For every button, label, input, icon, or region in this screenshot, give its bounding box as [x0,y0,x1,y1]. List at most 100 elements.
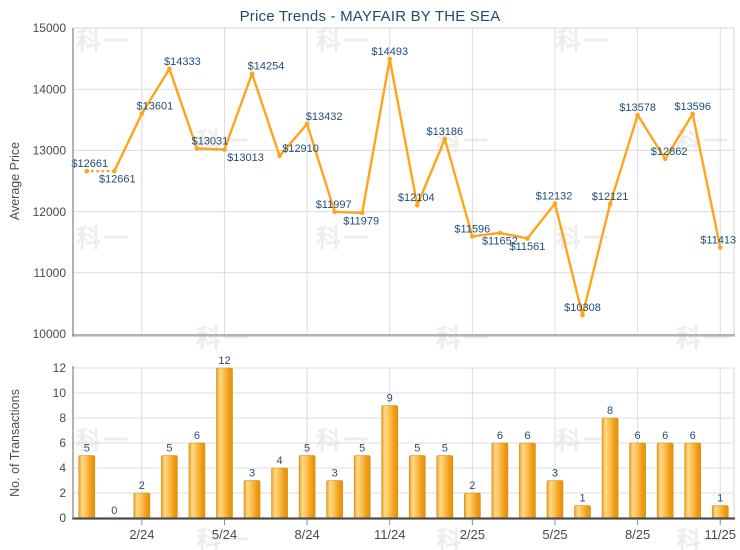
price-series-line [113,57,722,317]
data-point-marker [635,112,640,118]
data-point-marker [387,56,393,62]
data-point-label: $14254 [248,61,285,73]
data-point-marker [249,71,255,76]
data-point-marker [470,234,475,239]
x-tick-label: 11/24 [374,527,406,542]
transaction-bar [243,480,261,519]
bar-value-label: 5 [304,443,310,455]
data-point-label: $10308 [564,302,601,314]
y-tick-label: 13000 [33,144,67,158]
data-point-marker [332,209,337,215]
y-tick-label: 15000 [33,21,67,35]
x-tick-label: 2/24 [129,527,154,542]
data-point-label: $12121 [592,191,629,203]
bar-value-label: 3 [249,468,255,480]
data-point-label: $13578 [619,102,656,114]
y-tick-label: 12 [53,361,67,375]
data-point-marker [84,168,90,174]
data-point-marker [690,111,695,117]
data-point-label: $13432 [306,111,343,123]
bar-value-label: 5 [84,443,90,455]
bar-value-label: 6 [635,430,641,442]
data-point-label: $13186 [426,126,463,138]
bar-value-label: 1 [579,493,585,505]
transaction-bar [464,492,481,519]
transaction-bar [408,455,426,519]
bar-value-label: 6 [690,430,696,442]
transaction-bar [216,367,233,519]
transaction-bar [519,442,536,519]
transaction-bar [574,505,591,519]
transaction-bar [546,480,564,519]
data-point-label: $11997 [316,199,352,211]
y-tick-label: 11000 [34,266,67,280]
x-tick-label: 8/24 [294,527,319,542]
bar-value-label: 0 [111,505,117,517]
x-tick-label: 11/25 [704,527,736,542]
y-tick-label: 4 [59,461,66,475]
data-point-marker [359,210,365,216]
data-point-label: $13596 [674,101,711,113]
data-point-marker [717,245,723,250]
bar-value-label: 2 [139,480,145,492]
chart-title: Price Trends - MAYFAIR BY THE SEA [239,8,501,25]
price-x-axis-line [72,334,735,337]
data-point-label: $11561 [509,241,545,253]
bar-value-label: 1 [717,493,723,505]
y-tick-label: 8 [59,411,66,425]
data-point-label: $12910 [282,143,319,155]
data-point-label: $14333 [164,56,201,68]
bar-value-label: 3 [552,468,558,480]
transaction-bar [271,467,288,519]
data-point-label: $12132 [536,191,573,203]
bar-value-label: 4 [277,455,283,467]
bar-value-label: 6 [662,430,668,442]
data-point-marker [442,136,448,142]
x-tick-label: 5/24 [212,527,237,542]
data-point-marker [139,111,145,116]
y-tick-label: 6 [59,436,66,450]
bar-value-label: 5 [442,443,448,455]
transaction-bar [326,480,343,519]
data-point-label: $11596 [454,223,490,235]
data-point-marker [580,312,585,318]
y-tick-label: 0 [59,511,66,525]
data-point-marker [662,156,668,162]
data-point-label: $11979 [343,215,379,227]
data-point-label: $11413 [700,235,736,247]
x-tick-label: 5/25 [542,527,567,542]
data-point-marker [525,236,530,241]
data-point-marker [167,66,172,72]
data-point-marker [112,168,117,174]
data-point-label: $13601 [136,101,173,113]
data-point-marker [304,121,310,127]
y-tick-label: 12000 [33,205,67,219]
bar-value-label: 8 [607,405,613,417]
y-tick-label: 10 [53,386,67,400]
bar-value-label: 9 [387,393,393,405]
data-point-marker [194,146,200,151]
y-tick-label: 2 [59,486,66,500]
transaction-bar [436,455,454,519]
transaction-bar [298,455,316,519]
data-point-marker [497,230,503,236]
transaction-bar [711,505,729,519]
data-point-marker [277,153,282,159]
transaction-bar [491,442,509,519]
data-point-marker [222,147,227,152]
bar-value-label: 2 [469,480,475,492]
data-point-label: $13013 [227,152,264,164]
bar-value-label: 12 [218,355,230,367]
transaction-bar [161,455,178,519]
transaction-bar [381,405,399,519]
data-point-label: $11652 [482,235,518,247]
data-point-label: $12104 [398,192,435,204]
transaction-bar [78,455,96,519]
bar-value-label: 5 [359,443,365,455]
transaction-bar [353,455,371,519]
bar-value-label: 6 [194,430,200,442]
transaction-bar [684,442,701,519]
data-point-marker [607,201,613,207]
